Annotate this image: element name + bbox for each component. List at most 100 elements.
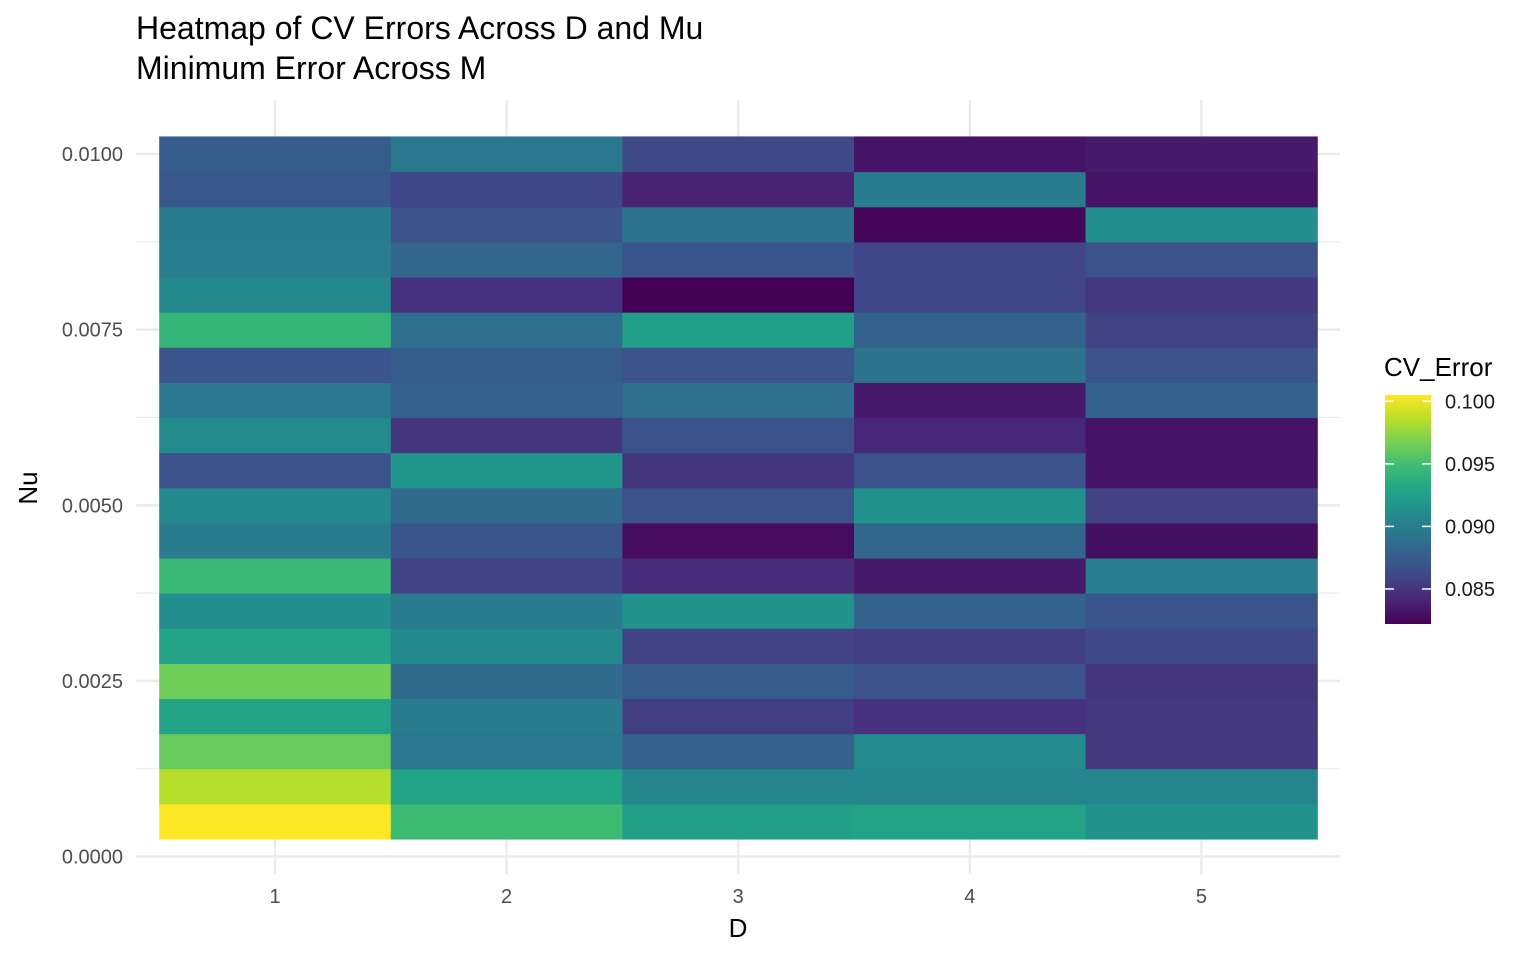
heatmap-cell	[1085, 312, 1318, 348]
chart-title: Heatmap of CV Errors Across D and Mu	[136, 10, 704, 46]
heatmap-cell	[622, 206, 855, 243]
heatmap-cell	[622, 347, 855, 383]
heatmap-cell	[390, 206, 623, 243]
heatmap-cell	[854, 803, 1087, 840]
y-tick-label: 0.0100	[62, 144, 123, 166]
heatmap-cell	[854, 557, 1087, 594]
heatmap-cell	[622, 382, 855, 419]
heatmap-cell	[854, 487, 1087, 524]
heatmap-cell	[390, 522, 623, 559]
y-tick-label: 0.0050	[62, 495, 123, 517]
heatmap-cell	[854, 276, 1087, 313]
heatmap-cell	[159, 522, 392, 559]
heatmap-cell	[390, 803, 623, 840]
heatmap-cell	[622, 557, 855, 594]
heatmap-cell	[390, 593, 623, 629]
heatmap-cell	[159, 136, 392, 173]
heatmap-cell	[159, 487, 392, 524]
heatmap-cell	[390, 171, 623, 208]
heatmap-cell	[1085, 768, 1318, 805]
heatmap-cell	[390, 417, 623, 454]
heatmap-cell	[1085, 171, 1318, 208]
heatmap-cell	[159, 733, 392, 770]
heatmap-cell	[622, 663, 855, 700]
heatmap-cell	[622, 417, 855, 454]
heatmap-cell	[622, 312, 855, 348]
heatmap-cell	[1085, 663, 1318, 700]
legend-tick-label: 0.095	[1445, 454, 1495, 476]
heatmap-cell	[390, 663, 623, 700]
heatmap-cell	[390, 136, 623, 173]
heatmap-cell	[390, 241, 623, 278]
x-tick-label: 5	[1196, 886, 1207, 908]
x-tick-label: 2	[501, 886, 512, 908]
heatmap-cell	[159, 803, 392, 840]
heatmap-cell	[159, 663, 392, 700]
heatmap-cell	[390, 768, 623, 805]
heatmap-cell	[159, 768, 392, 805]
x-axis-title: D	[729, 913, 748, 943]
heatmap-cell	[622, 628, 855, 664]
legend-colorbar	[1385, 395, 1431, 624]
heatmap-cell	[390, 698, 623, 735]
heatmap-cell	[622, 171, 855, 208]
heatmap-cell	[1085, 557, 1318, 594]
heatmap-cell	[1085, 206, 1318, 243]
heatmap-cell	[622, 698, 855, 735]
legend-title: CV_Error	[1384, 352, 1493, 382]
heatmap-cell	[854, 241, 1087, 278]
legend-tick-label: 0.090	[1445, 516, 1495, 538]
y-axis-title: Nu	[13, 471, 43, 504]
x-tick-label: 3	[733, 886, 744, 908]
heatmap-cell	[1085, 241, 1318, 278]
legend-tick-label: 0.100	[1445, 391, 1495, 413]
heatmap-cell	[1085, 136, 1318, 173]
x-axis-ticks: 1 2 3 4 5	[269, 886, 1207, 908]
heatmap-cell	[390, 487, 623, 524]
heatmap-cell	[854, 347, 1087, 383]
heatmap-cell	[1085, 417, 1318, 454]
heatmap-cell	[622, 593, 855, 629]
heatmap-cell	[854, 628, 1087, 664]
heatmap-cell	[1085, 382, 1318, 419]
y-tick-label: 0.0025	[62, 671, 123, 693]
heatmap-cell	[1085, 698, 1318, 735]
heatmap-cell	[159, 628, 392, 664]
heatmap-cell	[390, 557, 623, 594]
heatmap-cell	[622, 276, 855, 313]
color-legend: CV_Error 0.100 0.095 0.090 0.085	[1384, 352, 1495, 624]
heatmap-cell	[390, 276, 623, 313]
heatmap-cell	[622, 803, 855, 840]
heatmap-cell	[159, 347, 392, 383]
heatmap-cell	[854, 171, 1087, 208]
heatmap-cell	[1085, 628, 1318, 664]
heatmap-cell	[390, 628, 623, 664]
heatmap-cell	[622, 768, 855, 805]
heatmap-cell	[159, 171, 392, 208]
heatmap-cell	[159, 698, 392, 735]
heatmap-cell	[854, 452, 1087, 489]
heatmap-cell	[854, 663, 1087, 700]
heatmap-cell	[159, 557, 392, 594]
y-tick-label: 0.0000	[62, 847, 123, 869]
heatmap-cell	[622, 733, 855, 770]
heatmap-cell	[622, 522, 855, 559]
heatmap-cell	[1085, 487, 1318, 524]
heatmap-cell	[390, 347, 623, 383]
heatmap-cell	[159, 593, 392, 629]
heatmap-cell	[854, 593, 1087, 629]
heatmap-cell	[1085, 593, 1318, 629]
heatmap-cell	[854, 522, 1087, 559]
heatmap-cell	[159, 417, 392, 454]
heatmap-cell	[1085, 803, 1318, 840]
heatmap-cell	[390, 452, 623, 489]
heatmap-cell	[159, 206, 392, 243]
heatmap-cell	[159, 452, 392, 489]
y-axis-ticks: 0.0000 0.0025 0.0050 0.0075 0.0100	[62, 144, 123, 869]
legend-tick-label: 0.085	[1445, 579, 1495, 601]
heatmap-cell	[159, 312, 392, 348]
heatmap-cell	[390, 312, 623, 348]
heatmap-cell	[854, 698, 1087, 735]
heatmap-cell	[390, 382, 623, 419]
heatmap-cell	[854, 382, 1087, 419]
